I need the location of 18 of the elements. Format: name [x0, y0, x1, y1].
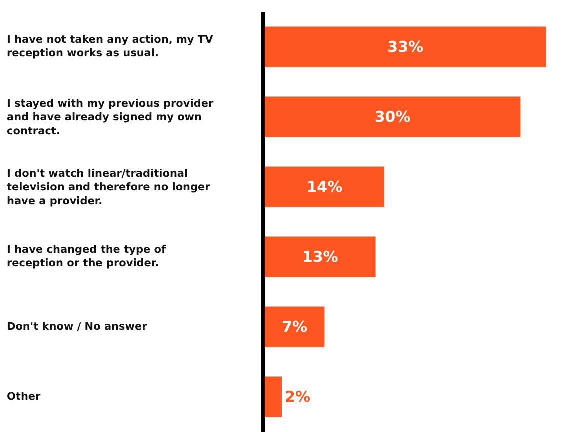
y-tick-label: I have not taken any action, my TV reception works as usual.: [7, 34, 214, 60]
y-tick-label: Other: [7, 391, 42, 403]
y-tick-label: Don't know / No answer: [7, 321, 148, 333]
bar: [265, 306, 325, 348]
bar: [265, 26, 546, 68]
data-label: 30%: [374, 108, 411, 126]
y-tick-label: I have changed the type of reception or the provider.: [7, 244, 166, 270]
data-label: 14%: [306, 178, 343, 196]
data-label: 33%: [388, 38, 424, 56]
bar: [265, 376, 282, 418]
bar: [265, 96, 521, 138]
data-label: 2%: [285, 388, 311, 406]
bar: [265, 166, 384, 208]
data-label: 7%: [282, 318, 308, 336]
bar: [265, 236, 376, 278]
data-label: 13%: [302, 248, 338, 266]
y-tick-label: I stayed with my previous provider and have already signed my own contract.: [7, 98, 214, 138]
y-tick-label: I don't watch linear/traditional television and therefore no longer have a provider.: [7, 168, 212, 208]
